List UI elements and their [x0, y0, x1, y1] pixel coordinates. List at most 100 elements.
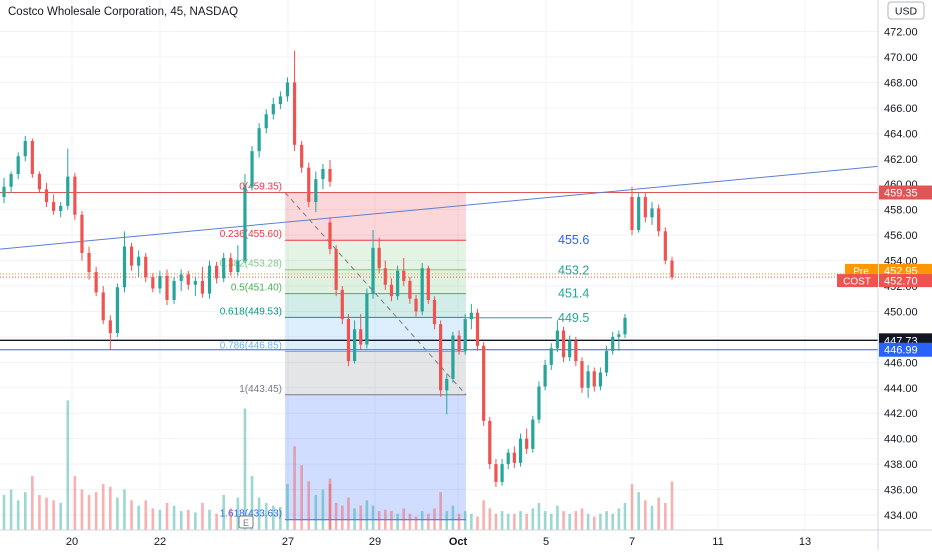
volume-bar — [328, 478, 332, 530]
fib-level-label: 0.236(455.60) — [220, 229, 282, 240]
volume-bar — [307, 481, 311, 530]
volume-bar — [500, 511, 504, 530]
volume-bar — [264, 503, 268, 530]
horizontal-price-lines[interactable] — [0, 165, 879, 351]
pre-badge-label: Pre — [853, 266, 869, 277]
candle-body — [37, 174, 42, 190]
time-tick-label: Oct — [449, 536, 468, 548]
volume-bar — [519, 511, 522, 530]
pre-badge-value-box — [879, 263, 932, 277]
price-tick-label: 472.00 — [884, 27, 918, 39]
price-tick-label: 468.00 — [884, 77, 918, 89]
volume-bar — [172, 505, 176, 530]
volume-bar — [556, 505, 559, 530]
candle-body — [389, 284, 394, 297]
cost-badge-value-box — [879, 274, 932, 288]
candle-body — [439, 324, 443, 391]
candle-body — [555, 330, 559, 349]
candle-body — [346, 319, 351, 362]
volume-bar — [445, 511, 449, 530]
candle-body — [568, 340, 572, 358]
volume-bar — [353, 508, 356, 530]
volume-bar — [611, 513, 615, 530]
candle-body — [334, 249, 338, 290]
candle-body — [506, 452, 510, 465]
volume-bar — [427, 513, 430, 530]
candle-body — [352, 329, 357, 362]
candle-body — [257, 128, 261, 152]
volume-bar — [130, 500, 133, 530]
volume-bar — [420, 511, 424, 530]
volume-bar — [525, 513, 528, 530]
price-tick-label: 462.00 — [884, 154, 918, 166]
candle-body — [52, 202, 56, 211]
candles — [2, 50, 674, 488]
candle-body — [229, 258, 233, 273]
volume-bar — [494, 513, 498, 530]
candle-body — [200, 280, 205, 294]
candle-body — [179, 274, 183, 281]
volume-bar — [52, 500, 55, 530]
candle-body — [643, 196, 647, 218]
candle-body — [94, 272, 98, 293]
currency-selector[interactable]: USD — [887, 1, 925, 20]
candle-body — [278, 96, 282, 105]
candle-body — [500, 464, 504, 482]
volume-bar — [586, 513, 590, 530]
tradingview-logo-icon: E — [238, 515, 254, 529]
time-tick-label: 22 — [154, 536, 166, 548]
volume-bar — [222, 494, 225, 530]
volume-bar — [243, 408, 247, 530]
volume-bar — [321, 489, 325, 530]
candle-body — [359, 329, 363, 345]
volume-bar — [384, 509, 387, 530]
time-tick-label: 7 — [629, 536, 635, 548]
volume-bar — [463, 511, 467, 530]
volume-bar — [116, 497, 119, 530]
candle-body — [451, 335, 455, 379]
volume-bar — [109, 486, 112, 530]
volume-bar — [670, 481, 674, 530]
volume-bar — [94, 492, 98, 530]
price-tick-label: 438.00 — [884, 459, 918, 471]
candle-body — [222, 258, 226, 279]
candle-body — [158, 275, 162, 289]
candle-body — [73, 176, 77, 215]
price-tick-label: 444.00 — [884, 383, 918, 395]
price-annotation: 449.5 — [558, 311, 589, 325]
candle-body — [637, 196, 641, 231]
candle-body — [321, 168, 325, 180]
price-tick-label: 466.00 — [884, 103, 918, 115]
candle-body — [193, 280, 197, 285]
candle-body — [445, 378, 449, 391]
price-tick-label: 458.00 — [884, 205, 918, 217]
volume-bar — [328, 484, 332, 530]
volume-bar — [279, 507, 282, 530]
candle-body — [663, 231, 667, 261]
candle-body — [574, 340, 578, 362]
candle-body — [186, 274, 190, 285]
time-tick-label: 29 — [369, 536, 381, 548]
candle-body — [580, 361, 584, 388]
candle-body — [328, 222, 332, 250]
volume-bar — [272, 505, 275, 530]
volume-bar — [470, 513, 473, 530]
volume-bar — [194, 512, 197, 530]
time-axis-labels[interactable]: 20 22 27 29 Oct 5 7 11 13 — [66, 536, 811, 548]
candle-body — [469, 312, 473, 320]
candle-body — [408, 280, 412, 299]
candle-body — [59, 205, 63, 211]
volume-bar — [605, 511, 608, 530]
candle-body — [264, 114, 268, 129]
volume-bar — [657, 497, 660, 530]
volume-bar — [592, 516, 596, 530]
volume-bar — [158, 509, 162, 530]
volume-bar — [123, 489, 126, 530]
volume-bar — [87, 494, 91, 530]
candle-body — [494, 464, 498, 482]
price-annotation: 451.4 — [558, 287, 589, 301]
volume-bar — [208, 509, 211, 530]
time-tick-label: 13 — [799, 536, 811, 548]
fib-zone — [285, 293, 466, 318]
